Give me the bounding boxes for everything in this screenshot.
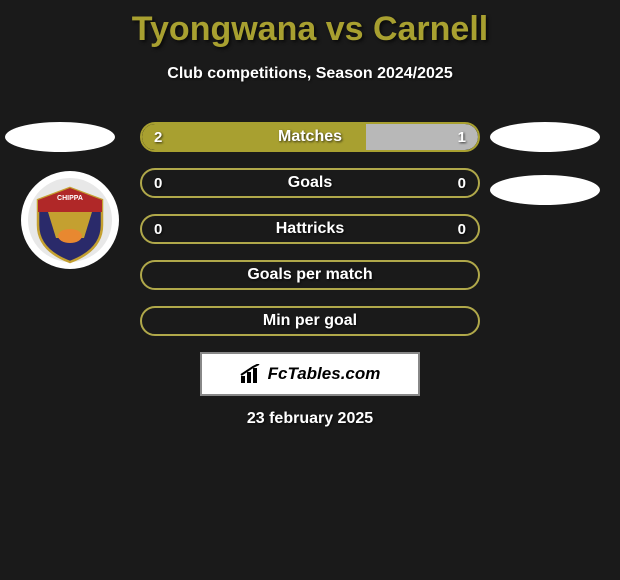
stat-value-left: 0 — [154, 175, 162, 192]
page-subtitle: Club competitions, Season 2024/2025 — [0, 65, 620, 83]
stat-value-right: 0 — [458, 175, 466, 192]
club-badge-left: CHIPPA — [20, 170, 120, 270]
stat-label: Matches — [142, 128, 478, 146]
page-title: Tyongwana vs Carnell — [0, 0, 620, 49]
stat-row: Matches2 1 — [140, 122, 480, 152]
brand-box: FcTables.com — [200, 352, 420, 396]
stat-label: Goals — [142, 174, 478, 192]
stat-row: Hattricks0 0 — [140, 214, 480, 244]
stat-row: Min per goal — [140, 306, 480, 336]
stat-value-left: 0 — [154, 221, 162, 238]
brand-chart-icon — [240, 364, 264, 384]
player-left-avatar-placeholder — [5, 122, 115, 152]
stat-row: Goals per match — [140, 260, 480, 290]
player-right-avatar-placeholder — [490, 122, 600, 152]
stat-value-right: 1 — [458, 129, 466, 146]
brand-text: FcTables.com — [268, 364, 381, 384]
date-text: 23 february 2025 — [0, 410, 620, 428]
stat-value-left: 2 — [154, 129, 162, 146]
stat-value-right: 0 — [458, 221, 466, 238]
stat-row: Goals0 0 — [140, 168, 480, 198]
stat-label: Goals per match — [142, 266, 478, 284]
stat-label: Min per goal — [142, 312, 478, 330]
stats-bars: Matches21Goals00Hattricks00Goals per mat… — [140, 122, 480, 352]
player-right-club-placeholder — [490, 175, 600, 205]
svg-text:CHIPPA: CHIPPA — [57, 195, 83, 202]
stat-label: Hattricks — [142, 220, 478, 238]
